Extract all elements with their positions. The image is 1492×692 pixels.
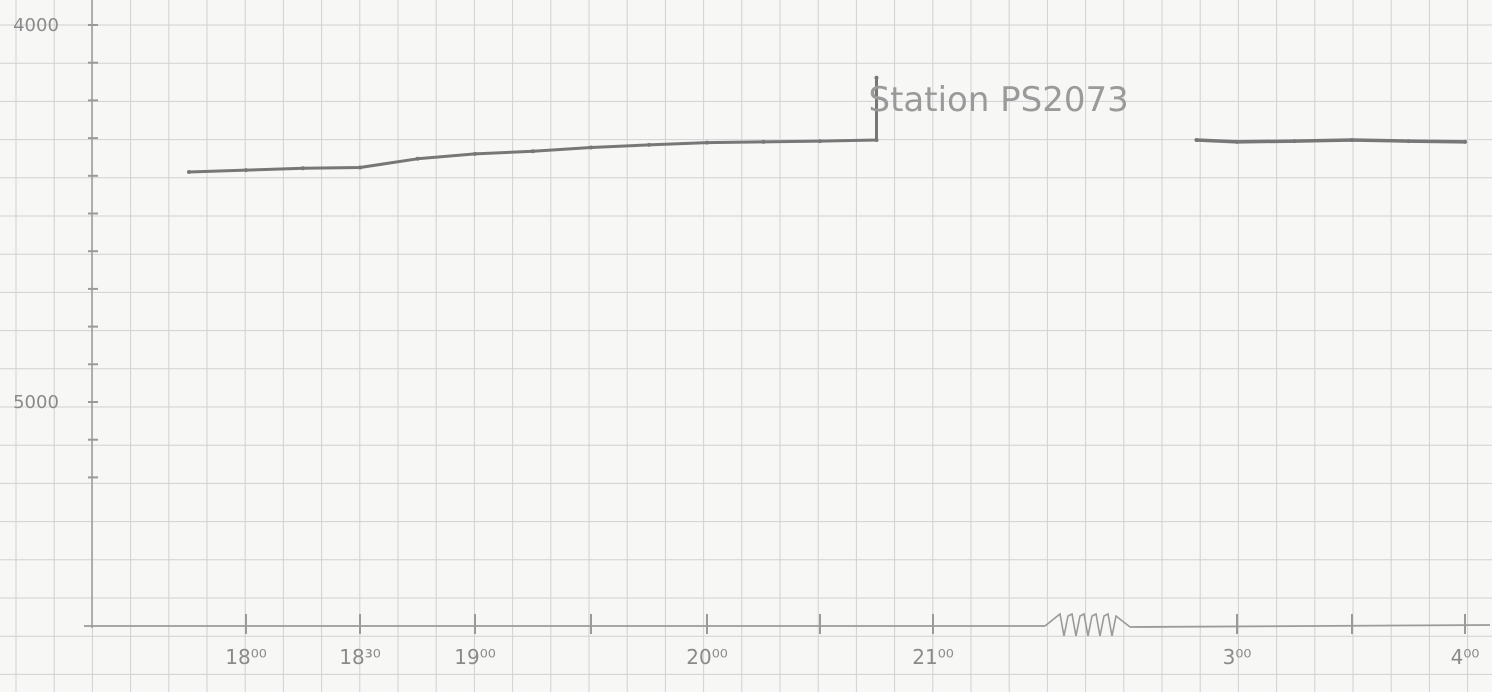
axes xyxy=(84,0,1491,637)
series-point xyxy=(1406,139,1411,144)
series-line xyxy=(1194,138,1467,144)
x-tick-label: 4⁰⁰ xyxy=(1451,645,1480,669)
series-point xyxy=(244,168,248,173)
series-point xyxy=(647,142,651,147)
x-tick-label: 20⁰⁰ xyxy=(686,645,727,669)
station-annotation: Station PS2073 xyxy=(869,80,1129,120)
series-point xyxy=(874,75,879,80)
y-tick-label: 5000 xyxy=(13,392,59,413)
x-tick-label: 19⁰⁰ xyxy=(454,645,495,669)
series-point xyxy=(1292,139,1297,144)
series-point xyxy=(589,145,593,150)
series-point xyxy=(1463,139,1467,144)
series-point xyxy=(531,149,535,154)
series-line xyxy=(187,76,878,174)
series-point xyxy=(705,140,709,145)
x-tick-label: 18³⁰ xyxy=(339,645,380,669)
series-point xyxy=(358,165,362,170)
axis-break-mark xyxy=(1044,612,1131,637)
series-point xyxy=(874,138,879,142)
series-group xyxy=(187,75,1467,174)
series-point xyxy=(301,166,305,171)
series-point xyxy=(1194,138,1199,142)
series-point xyxy=(187,170,191,174)
series-point xyxy=(761,139,766,144)
x-axis-line-after-break xyxy=(1129,624,1491,628)
series-point xyxy=(415,156,420,161)
series-point xyxy=(473,151,477,156)
x-tick-label: 18⁰⁰ xyxy=(225,645,266,669)
y-tick-label: 4000 xyxy=(13,15,59,36)
series-point xyxy=(1350,138,1354,142)
x-tick-label: 21⁰⁰ xyxy=(912,645,953,669)
labels-group: 4000 5000 18⁰⁰ 18³⁰ 19⁰⁰ 20⁰⁰ 21⁰⁰ 3⁰⁰ 4⁰⁰ Statio… xyxy=(13,15,1479,669)
series-point xyxy=(1235,139,1239,144)
series-point xyxy=(818,139,822,144)
x-tick-label: 3⁰⁰ xyxy=(1223,645,1252,669)
